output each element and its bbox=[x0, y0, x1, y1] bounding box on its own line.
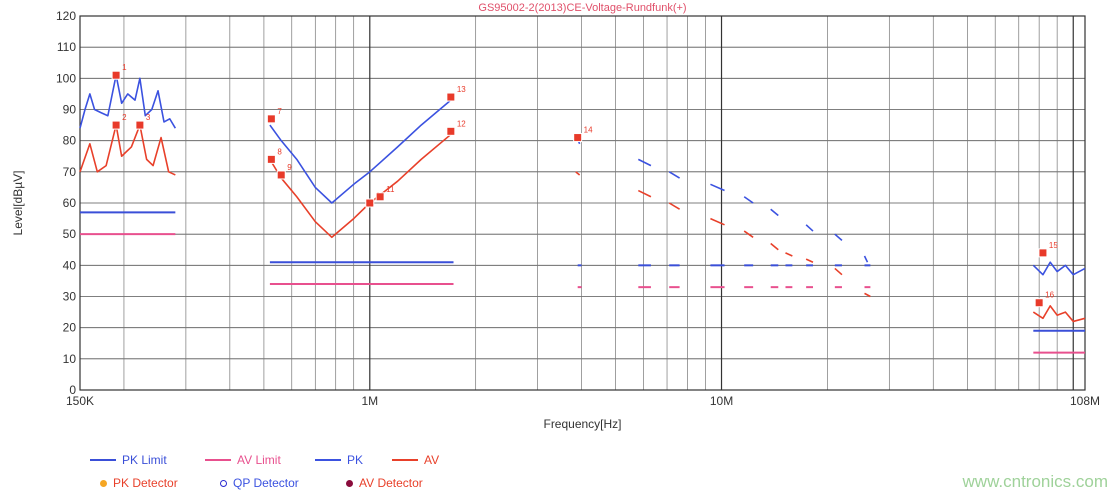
x-tick-label: 150K bbox=[66, 394, 94, 408]
marker-label: 7 bbox=[277, 107, 282, 116]
marker bbox=[446, 92, 456, 102]
y-tick-label: 120 bbox=[56, 9, 76, 23]
series-av bbox=[637, 189, 652, 198]
x-tick-label: 10M bbox=[710, 394, 733, 408]
y-tick-label: 110 bbox=[57, 40, 76, 54]
legend-av-limit: AV Limit bbox=[205, 453, 281, 467]
marker bbox=[365, 198, 375, 208]
y-tick-label: 60 bbox=[63, 196, 77, 210]
series-av bbox=[575, 171, 581, 176]
y-tick-label: 40 bbox=[63, 258, 77, 272]
chart-title: GS95002-2(2013)CE-Voltage-Rundfunk(+) bbox=[478, 2, 686, 14]
marker bbox=[573, 133, 583, 143]
y-tick-label: 90 bbox=[63, 103, 77, 117]
y-tick-label: 50 bbox=[63, 227, 77, 241]
series-av bbox=[805, 258, 814, 263]
y-tick-label: 30 bbox=[63, 290, 77, 304]
series-pk bbox=[710, 183, 725, 192]
y-tick-label: 0 bbox=[69, 383, 76, 397]
legend-pk: PK bbox=[315, 453, 363, 467]
marker bbox=[135, 120, 145, 130]
marker bbox=[446, 126, 456, 136]
marker bbox=[266, 114, 276, 124]
x-tick-label: 1M bbox=[361, 394, 378, 408]
legend-label: AV Detector bbox=[359, 476, 423, 490]
pk-detector-icon bbox=[100, 479, 107, 487]
legend-pk-detector: PK Detector bbox=[100, 476, 178, 490]
legend-av-detector: AV Detector bbox=[346, 476, 423, 490]
series-av bbox=[269, 133, 452, 239]
marker-label: 1 bbox=[122, 63, 127, 72]
y-tick-label: 80 bbox=[63, 134, 77, 148]
legend-av: AV bbox=[392, 453, 439, 467]
series-av bbox=[668, 202, 681, 210]
marker-label: 13 bbox=[457, 85, 466, 94]
marker-label: 11 bbox=[386, 185, 395, 194]
marker bbox=[111, 70, 121, 80]
legend-label: AV Limit bbox=[237, 453, 281, 467]
legend-label: PK Limit bbox=[122, 453, 167, 467]
series-pk bbox=[805, 224, 814, 232]
series-av bbox=[834, 267, 843, 276]
series-av bbox=[710, 217, 725, 226]
marker-label: 8 bbox=[277, 147, 282, 156]
series-av bbox=[770, 242, 779, 251]
marker-label: 15 bbox=[1049, 241, 1058, 250]
marker bbox=[266, 154, 276, 164]
series-pk bbox=[770, 208, 779, 217]
legend-label: PK bbox=[347, 453, 364, 467]
series-av bbox=[785, 252, 793, 257]
y-tick-label: 70 bbox=[63, 165, 77, 179]
y-axis-label: Level[dBµV] bbox=[11, 171, 25, 236]
series-av bbox=[743, 230, 754, 238]
qp-detector-icon bbox=[220, 479, 227, 487]
series-av bbox=[1032, 305, 1086, 323]
x-tick-label: 108M bbox=[1070, 394, 1100, 408]
watermark: www.cntronics.com bbox=[962, 472, 1108, 491]
marker-label: 3 bbox=[146, 113, 151, 122]
y-tick-label: 100 bbox=[56, 71, 76, 85]
legend-label: PK Detector bbox=[113, 476, 178, 490]
legend-qp-detector: QP Detector bbox=[220, 476, 299, 490]
legend-label: QP Detector bbox=[233, 476, 299, 490]
marker bbox=[375, 192, 385, 202]
marker-label: 2 bbox=[122, 113, 127, 122]
marker bbox=[1038, 248, 1048, 258]
av-detector-icon bbox=[346, 479, 353, 487]
series-pk bbox=[668, 171, 681, 179]
marker-label: 9 bbox=[287, 163, 292, 172]
y-tick-label: 10 bbox=[63, 352, 77, 366]
series-av bbox=[864, 292, 871, 298]
marker bbox=[1034, 298, 1044, 308]
series-pk bbox=[743, 196, 754, 204]
plot-border bbox=[79, 15, 1086, 391]
series-av bbox=[79, 124, 176, 176]
marker-label: 16 bbox=[1045, 291, 1054, 300]
x-axis-label: Frequency[Hz] bbox=[543, 417, 621, 431]
series-pk bbox=[834, 233, 843, 242]
series-pk bbox=[637, 158, 652, 167]
series-pk bbox=[269, 99, 452, 204]
marker-label: 14 bbox=[584, 126, 593, 135]
marker-label: 12 bbox=[457, 119, 466, 128]
marker bbox=[276, 170, 286, 180]
series-pk bbox=[79, 74, 177, 129]
series-pk bbox=[1032, 261, 1086, 276]
series-pk bbox=[863, 255, 869, 263]
legend-pk-limit: PK Limit bbox=[90, 453, 167, 467]
legend-label: AV bbox=[424, 453, 440, 467]
y-tick-label: 20 bbox=[63, 321, 77, 335]
marker bbox=[111, 120, 121, 130]
